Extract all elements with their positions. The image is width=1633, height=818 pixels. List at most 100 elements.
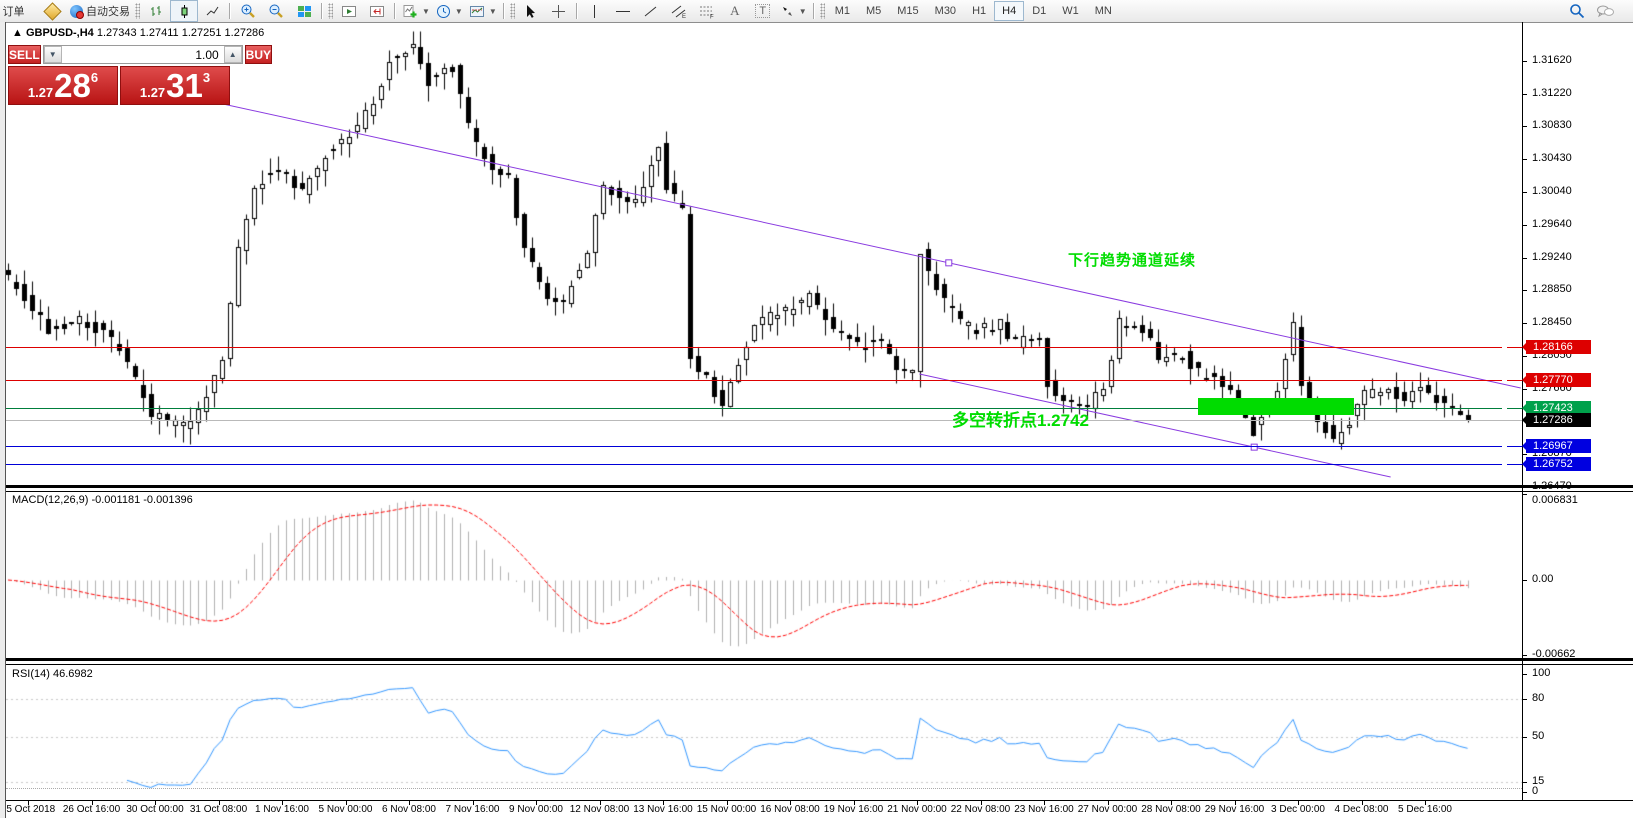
- line-handle[interactable]: [1502, 443, 1507, 448]
- horizontal-level-line-1.26752[interactable]: [6, 464, 1522, 465]
- arrows-button[interactable]: ▼: [777, 0, 810, 22]
- chevron-down-icon: ▼: [798, 6, 807, 16]
- macd-canvas[interactable]: [6, 493, 1522, 658]
- timeframe-m1-button[interactable]: M1: [834, 5, 850, 17]
- trendline-handle[interactable]: [945, 259, 953, 267]
- candlestick-chart-button[interactable]: [170, 0, 198, 22]
- trendline-handle[interactable]: [1250, 443, 1258, 451]
- vertical-line-button[interactable]: [581, 0, 609, 22]
- chevron-down-icon: ▼: [454, 6, 463, 16]
- time-axis-label: 1 Nov 16:00: [255, 804, 309, 815]
- line-handle[interactable]: [1502, 461, 1507, 466]
- timeframe-d1-button[interactable]: D1: [1032, 5, 1047, 17]
- trend-channel-lower-line[interactable]: [919, 373, 1391, 478]
- trend-channel-upper-line[interactable]: [204, 99, 1521, 389]
- crosshair-button[interactable]: [545, 0, 573, 22]
- periods-button[interactable]: ▼: [433, 0, 466, 22]
- horizontal-level-line-1.28166[interactable]: [6, 347, 1522, 348]
- rsi-scale-100: 100: [1532, 667, 1551, 679]
- volume-decrease-button[interactable]: ▼: [43, 46, 62, 63]
- axis-tick: [1108, 800, 1109, 805]
- volume-increase-button[interactable]: ▲: [223, 46, 242, 63]
- rsi-scale-15: 15: [1532, 775, 1545, 787]
- timeframe-h1-button[interactable]: H1: [972, 5, 987, 17]
- time-axis-label: 22 Nov 08:00: [950, 804, 1011, 815]
- axis-tick: [1522, 61, 1527, 62]
- time-axis-label: 31 Oct 08:00: [189, 804, 248, 815]
- axis-tick: [1522, 225, 1527, 226]
- collapse-arrow-icon[interactable]: ▲: [12, 27, 23, 39]
- cursor-button[interactable]: [517, 0, 545, 22]
- timeframe-m5-button[interactable]: M5: [865, 5, 882, 17]
- axis-tick: [1522, 126, 1527, 127]
- toolbar-grip[interactable]: [135, 3, 140, 19]
- price-axis-label: 1.28850: [1532, 283, 1572, 296]
- search-button[interactable]: [1563, 0, 1591, 22]
- axis-tick: [854, 800, 855, 805]
- autotrading-button[interactable]: 自动交易: [67, 0, 133, 22]
- indicators-button[interactable]: ▼: [399, 0, 433, 22]
- trendline-button[interactable]: [637, 0, 665, 22]
- axis-tick: [1522, 580, 1527, 581]
- toolbar-grip[interactable]: [328, 3, 333, 19]
- horizontal-level-line-1.2777[interactable]: [6, 380, 1522, 381]
- tile-windows-button[interactable]: [290, 0, 318, 22]
- line-handle[interactable]: [1502, 344, 1507, 349]
- pivot-annotation-text[interactable]: 多空转折点1.2742: [952, 411, 1089, 430]
- trend-channel[interactable]: [6, 23, 1522, 486]
- line-handle[interactable]: [1502, 377, 1507, 382]
- volume-input[interactable]: [61, 46, 224, 63]
- axis-tick: [981, 800, 982, 805]
- gold-diamond-icon[interactable]: [43, 1, 62, 21]
- horizontal-level-line-1.27423[interactable]: [6, 408, 1522, 409]
- rsi-canvas[interactable]: [6, 666, 1522, 800]
- buy-button[interactable]: BUY: [244, 45, 273, 64]
- fibonacci-button[interactable]: F: [693, 0, 721, 22]
- sell-price-tile[interactable]: 1.27 28 6: [8, 66, 118, 105]
- zoom-in-button[interactable]: [234, 0, 262, 22]
- search-icon: [1570, 4, 1585, 19]
- equidistant-channel-button[interactable]: E: [665, 0, 693, 22]
- channel-annotation-text[interactable]: 下行趋势通道延续: [1068, 252, 1197, 269]
- text-label-button[interactable]: T: [749, 0, 777, 22]
- line-chart-button[interactable]: [198, 0, 226, 22]
- zoom-out-button[interactable]: [262, 0, 290, 22]
- axis-tick: [155, 800, 156, 805]
- svg-text:F: F: [710, 14, 714, 19]
- buy-price-tile[interactable]: 1.27 31 3: [120, 66, 230, 105]
- line-handle[interactable]: [1502, 405, 1507, 410]
- templates-button[interactable]: ▼: [466, 0, 500, 22]
- chart-shift-button[interactable]: [363, 0, 391, 22]
- time-axis-label: 3 Dec 00:00: [1271, 804, 1325, 815]
- timeframe-m15-button[interactable]: M15: [897, 5, 919, 17]
- horizontal-level-line-1.26967[interactable]: [6, 446, 1522, 447]
- candlestick-chart-icon: [181, 4, 187, 18]
- time-axis-label: 13 Nov 16:00: [633, 804, 693, 815]
- axis-tick: [663, 800, 664, 805]
- timeframe-mn-button[interactable]: MN: [1094, 5, 1112, 17]
- toolbar-grip[interactable]: [819, 3, 825, 19]
- horizontal-line-button[interactable]: [609, 0, 637, 22]
- text-button[interactable]: A: [721, 0, 749, 22]
- price-badge-1.27770: 1.27770: [1522, 372, 1591, 387]
- vertical-line-icon: [594, 4, 596, 18]
- sell-button[interactable]: SELL: [8, 45, 41, 64]
- toolbar-grip[interactable]: [509, 3, 515, 19]
- rsi-window-separator-inner: [0, 664, 1633, 665]
- timeframe-m30-button[interactable]: M30: [934, 5, 957, 17]
- bid-price-line[interactable]: [6, 420, 1522, 421]
- timeframe-h4-button[interactable]: H4: [994, 1, 1025, 21]
- macd-scale-min: -0.00662: [1532, 648, 1576, 660]
- auto-scroll-button[interactable]: [335, 0, 363, 22]
- new-order-button[interactable]: 订单: [0, 0, 38, 22]
- macd-window-separator[interactable]: [0, 485, 1633, 488]
- bar-chart-button[interactable]: [142, 0, 170, 22]
- chat-button[interactable]: [1591, 0, 1619, 22]
- timeframe-w1-button[interactable]: W1: [1062, 5, 1079, 17]
- time-axis-label: 27 Nov 00:00: [1077, 804, 1138, 815]
- price-badge-1.26967: 1.26967: [1522, 438, 1591, 453]
- chart-title: ▲ GBPUSD-,H4 1.27343 1.27411 1.27251 1.2…: [12, 27, 264, 39]
- rsi-label: RSI(14) 46.6982: [12, 668, 93, 680]
- rsi-window-separator[interactable]: [0, 658, 1633, 661]
- highlight-rectangle[interactable]: [1198, 398, 1354, 415]
